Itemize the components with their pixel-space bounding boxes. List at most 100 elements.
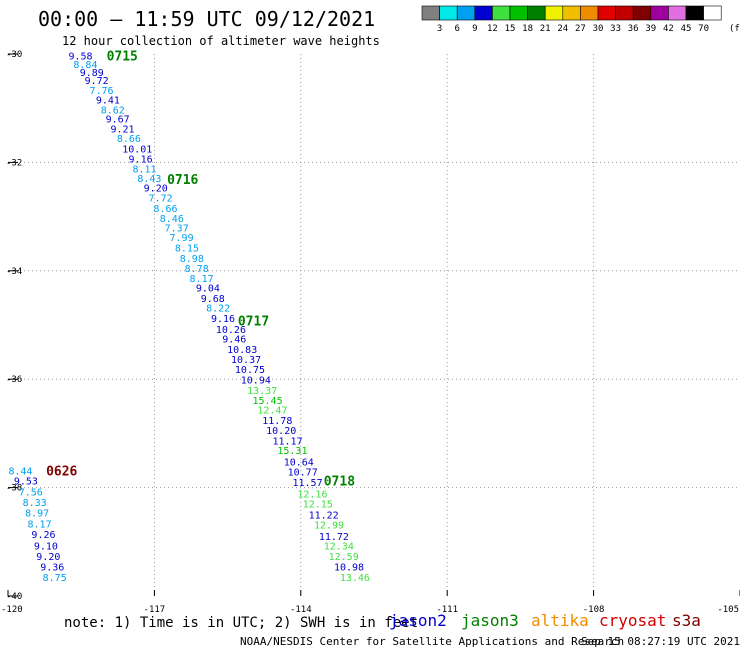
swh-point-jason3: 10.64 <box>284 458 314 469</box>
colorbar-label: 3 <box>437 24 442 34</box>
swh-point-jason3: 7.72 <box>149 194 173 205</box>
colorbar-label: 9 <box>472 24 477 34</box>
satellite-legend-jason2: jason2 <box>389 611 447 630</box>
colorbar-swatch <box>632 5 652 21</box>
swh-point-jason3: 12.59 <box>329 552 359 563</box>
footer-note: note: 1) Time is in UTC; 2) SWH is in fe… <box>64 615 418 631</box>
swh-point-jason3: 8.98 <box>180 254 204 265</box>
time-label: 0718 <box>324 475 355 490</box>
swh-point-jason3: 8.66 <box>117 134 141 145</box>
swh-point-s3a: 9.10 <box>34 542 58 553</box>
swh-point-jason3: 9.21 <box>110 124 134 135</box>
swh-point-jason3: 8.22 <box>206 304 230 315</box>
y-tick-label: -34 <box>6 267 22 277</box>
x-tick-label: -120 <box>1 605 23 615</box>
colorbar-swatch <box>421 5 440 21</box>
swh-point-jason3: 10.98 <box>334 563 364 574</box>
swh-point-jason3: 8.11 <box>132 164 156 175</box>
swh-point-jason3: 10.20 <box>266 426 296 437</box>
swh-point-jason3: 11.22 <box>309 511 339 522</box>
swh-point-jason3: 8.78 <box>185 264 209 275</box>
swh-point-jason3: 12.47 <box>257 406 287 417</box>
y-tick-label: -32 <box>6 158 22 168</box>
colorbar-label: 42 <box>663 24 674 34</box>
swh-point-jason3: 10.77 <box>288 467 318 478</box>
footer-timestamp: Sep 15 08:27:19 UTC 2021 <box>581 635 740 648</box>
swh-point-jason3: 9.16 <box>211 314 235 325</box>
swh-point-s3a: 9.26 <box>31 530 55 541</box>
swh-point-jason3: 10.26 <box>216 325 246 336</box>
colorbar-label: 45 <box>681 24 692 34</box>
swh-point-jason3: 10.01 <box>122 144 152 155</box>
swh-point-jason3: 12.16 <box>297 490 327 501</box>
colorbar-label: 70 <box>698 24 709 34</box>
time-label: 0626 <box>46 464 77 479</box>
colorbar-label: 21 <box>540 24 551 34</box>
time-label: 0715 <box>107 50 138 65</box>
colorbar-swatch <box>527 5 546 21</box>
swh-point-s3a: 8.44 <box>8 466 32 477</box>
colorbar-swatch <box>492 5 511 21</box>
colorbar-label: 24 <box>557 24 568 34</box>
swh-point-jason3: 10.37 <box>231 355 261 366</box>
swh-point-jason3: 15.45 <box>252 396 282 407</box>
swh-point-jason3: 11.78 <box>262 416 292 427</box>
swh-point-jason3: 7.37 <box>165 223 189 234</box>
y-tick-label: -30 <box>6 50 22 60</box>
swh-point-s3a: 9.36 <box>40 563 64 574</box>
swh-point-jason3: 11.72 <box>319 532 349 543</box>
swh-point-jason3: 9.04 <box>196 284 220 295</box>
swh-point-jason3: 10.75 <box>235 365 265 376</box>
swh-point-jason3: 8.43 <box>137 174 161 185</box>
swh-point-jason3: 8.62 <box>101 105 125 116</box>
y-tick-label: -36 <box>6 375 22 385</box>
satellite-legend-s3a: s3a <box>672 611 701 630</box>
chart-subtitle: 12 hour collection of altimeter wave hei… <box>62 34 380 48</box>
colorbar-swatch <box>474 5 493 21</box>
colorbar-label: 33 <box>610 24 621 34</box>
x-tick-label: -117 <box>144 605 166 615</box>
swh-point-jason3: 9.72 <box>85 76 109 87</box>
swh-point-jason3: 9.68 <box>201 294 225 305</box>
colorbar-unit: (ft) <box>729 24 740 34</box>
swh-point-jason3: 9.46 <box>222 335 246 346</box>
swh-point-jason3: 9.58 <box>69 52 93 63</box>
y-tick-label: -38 <box>6 484 22 494</box>
swh-point-s3a: 9.20 <box>36 552 60 563</box>
chart-title: 00:00 – 11:59 UTC 09/12/2021 <box>38 7 375 31</box>
swh-point-jason3: 9.67 <box>106 114 130 125</box>
swh-point-jason3: 8.66 <box>153 204 177 215</box>
swh-point-jason3: 7.99 <box>170 233 194 244</box>
swh-point-jason3: 9.89 <box>80 68 104 79</box>
swh-point-jason3: 11.17 <box>272 436 302 447</box>
swh-point-jason3: 12.34 <box>324 542 354 553</box>
colorbar-swatch <box>544 5 564 21</box>
colorbar-swatch <box>456 5 476 21</box>
swh-point-jason3: 10.94 <box>241 376 271 387</box>
swh-point-jason3: 7.76 <box>89 86 113 97</box>
swh-point-jason3: 8.46 <box>160 214 184 225</box>
swh-point-jason3: 12.15 <box>303 499 333 510</box>
colorbar-swatch <box>580 5 599 21</box>
swh-point-jason3: 8.17 <box>190 274 214 285</box>
swh-point-jason3: 8.15 <box>175 243 199 254</box>
swh-point-jason3: 8.84 <box>73 60 97 71</box>
swh-point-s3a: 7.56 <box>19 487 43 498</box>
colorbar-label: 18 <box>522 24 533 34</box>
colorbar-swatch <box>509 5 528 21</box>
colorbar-swatch <box>703 5 722 21</box>
swh-point-jason3: 13.37 <box>247 386 277 397</box>
colorbar-swatch <box>562 5 581 21</box>
x-tick-label: -114 <box>290 605 312 615</box>
time-label: 0716 <box>167 173 198 188</box>
colorbar-label: 39 <box>645 24 656 34</box>
x-tick-label: -108 <box>583 605 605 615</box>
x-tick-label: -105 <box>717 605 739 615</box>
colorbar-swatch <box>597 5 616 21</box>
swh-point-jason3: 9.16 <box>129 155 153 166</box>
colorbar-swatch <box>615 5 634 21</box>
swh-point-jason3: 11.57 <box>293 478 323 489</box>
swh-point-s3a: 8.17 <box>28 519 52 530</box>
swh-point-s3a: 9.53 <box>14 477 38 488</box>
